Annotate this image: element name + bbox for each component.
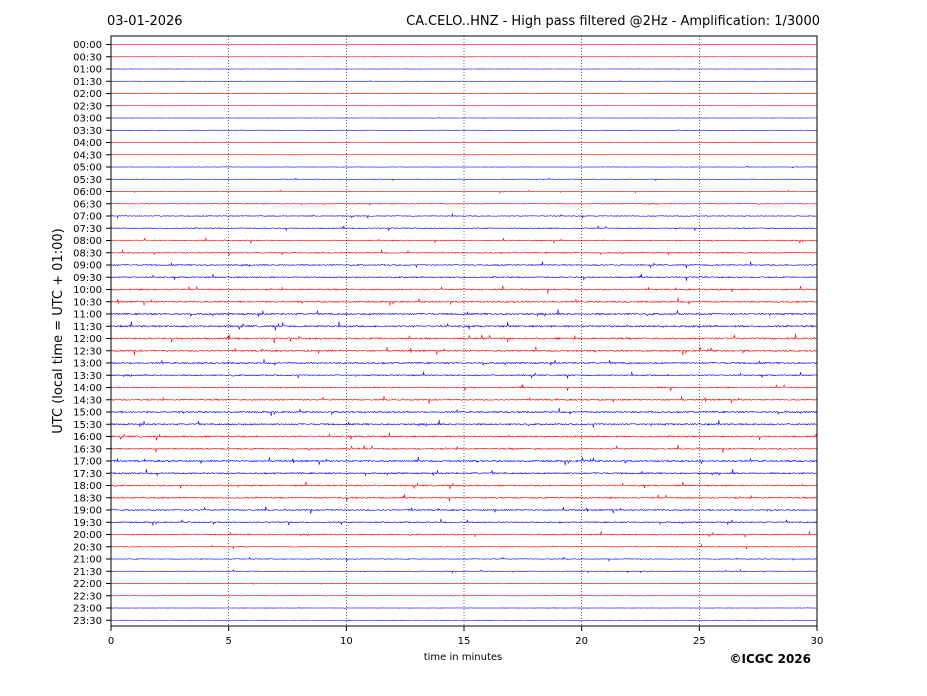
- trace-11-00: [110, 309, 817, 318]
- chart-date: 03-01-2026: [107, 14, 183, 29]
- x-tick-label: 20: [575, 636, 588, 647]
- trace-05-30: [110, 177, 817, 182]
- y-tick-label: 06:00: [73, 187, 102, 198]
- y-tick-label: 18:30: [73, 493, 102, 504]
- y-tick-label: 10:00: [73, 285, 102, 296]
- y-tick-label: 01:30: [73, 77, 102, 88]
- trace-22-00: [110, 582, 817, 585]
- y-tick-label: 09:00: [73, 261, 102, 272]
- y-tick-label: 19:30: [73, 518, 102, 529]
- y-tick-label: 05:00: [73, 163, 102, 174]
- y-tick-label: 12:30: [73, 346, 102, 357]
- y-tick-label: 20:30: [73, 542, 102, 553]
- y-tick-label: 08:00: [73, 236, 102, 247]
- x-axis-label: time in minutes: [424, 652, 503, 663]
- y-tick-label: 13:30: [73, 371, 102, 382]
- y-tick-label: 16:30: [73, 444, 102, 455]
- trace-11-30: [110, 321, 817, 331]
- y-tick-label: 03:30: [73, 126, 102, 137]
- y-tick-label: 09:30: [73, 273, 102, 284]
- trace-16-30: [110, 444, 817, 453]
- trace-22-30: [110, 594, 817, 597]
- y-tick-label: 17:00: [73, 457, 102, 468]
- x-tick-label: 15: [458, 636, 471, 647]
- trace-07-00: [110, 213, 817, 219]
- y-tick-label: 12:00: [73, 334, 102, 345]
- y-tick-label: 10:30: [73, 297, 102, 308]
- trace-18-00: [110, 481, 817, 490]
- time-gridlines: [228, 36, 700, 626]
- trace-12-30: [110, 346, 817, 356]
- x-tick-label: 5: [225, 636, 231, 647]
- y-tick-label: 04:30: [73, 150, 102, 161]
- y-tick-label: 01:00: [73, 65, 102, 76]
- y-tick-label: 19:00: [73, 506, 102, 517]
- y-axis-label: UTC (local time = UTC + 01:00): [51, 228, 66, 433]
- y-tick-label: 07:00: [73, 212, 102, 223]
- trace-03-30: [110, 129, 817, 132]
- trace-21-00: [110, 556, 817, 563]
- y-tick-label: 22:30: [73, 591, 102, 602]
- y-tick-label: 00:00: [73, 40, 102, 51]
- y-tick-label: 15:00: [73, 408, 102, 419]
- x-tick-label: 25: [693, 636, 706, 647]
- y-tick-label: 17:30: [73, 469, 102, 480]
- trace-04-00: [110, 141, 817, 144]
- x-tick-label: 0: [108, 636, 114, 647]
- y-tick-label: 02:30: [73, 101, 102, 112]
- trace-06-00: [110, 189, 817, 194]
- y-tick-label: 14:00: [73, 383, 102, 394]
- y-tick-label: 02:00: [73, 89, 102, 100]
- y-tick-label: 22:00: [73, 579, 102, 590]
- trace-17-00: [110, 456, 817, 466]
- trace-12-00: [110, 333, 817, 344]
- y-tick-label: 21:00: [73, 555, 102, 566]
- y-tick-label: 11:30: [73, 322, 102, 333]
- copyright-label: ©ICGC 2026: [729, 652, 811, 666]
- y-tick-label: 14:30: [73, 395, 102, 406]
- x-tick-label: 10: [340, 636, 353, 647]
- trace-05-00: [110, 165, 817, 169]
- y-tick-label: 05:30: [73, 175, 102, 186]
- trace-09-30: [110, 273, 817, 281]
- trace-17-30: [111, 469, 817, 477]
- y-tick-label: 07:30: [73, 224, 102, 235]
- y-tick-label: 23:30: [73, 616, 102, 627]
- y-tick-label: 21:30: [73, 567, 102, 578]
- trace-23-00: [110, 607, 817, 609]
- y-tick-label: 00:30: [73, 52, 102, 63]
- trace-21-30: [110, 568, 817, 574]
- y-tick-label: 06:30: [73, 199, 102, 210]
- y-tick-label: 08:30: [73, 248, 102, 259]
- x-tick-label: 30: [811, 636, 824, 647]
- y-tick-label: 18:00: [73, 481, 102, 492]
- chart-title: CA.CELO..HNZ - High pass filtered @2Hz -…: [406, 14, 820, 29]
- y-tick-label: 23:00: [73, 604, 102, 615]
- y-tick-label: 15:30: [73, 420, 102, 431]
- trace-10-00: [110, 285, 817, 294]
- trace-10-30: [110, 297, 817, 306]
- trace-13-00: [110, 358, 817, 367]
- trace-16-00: [110, 432, 817, 441]
- y-tick-label: 03:00: [73, 114, 102, 125]
- x-axis-ticks: 0 5 10 15 20 25 30: [108, 626, 824, 647]
- y-tick-label: 20:00: [73, 530, 102, 541]
- y-tick-label: 04:00: [73, 138, 102, 149]
- y-tick-label: 11:00: [73, 310, 102, 321]
- y-tick-label: 16:00: [73, 432, 102, 443]
- y-tick-label: 13:00: [73, 359, 102, 370]
